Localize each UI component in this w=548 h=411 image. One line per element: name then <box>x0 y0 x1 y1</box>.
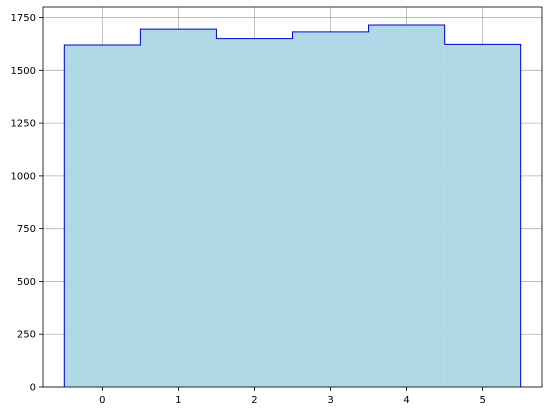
y-tick-label: 1750 <box>11 13 36 24</box>
histogram-step-outline <box>63 24 522 387</box>
histogram-bar-0 <box>64 45 141 387</box>
y-axis-ticks: 0 250 500 750 1000 1250 1500 1750 <box>11 13 43 394</box>
axes-frame <box>42 6 543 388</box>
histogram-bar-4 <box>368 24 445 387</box>
histogram-bar-2 <box>216 38 293 388</box>
x-tick-label: 0 <box>99 395 105 406</box>
histogram-bar-3 <box>292 31 369 388</box>
histogram-outline <box>63 24 522 387</box>
y-tick-label: 500 <box>17 277 36 288</box>
x-tick-label: 4 <box>403 395 409 406</box>
histogram-bar-5 <box>444 44 521 387</box>
histogram-bar-1 <box>140 29 217 388</box>
x-axis-ticks: 0 1 2 3 4 5 <box>99 387 486 406</box>
y-tick-label: 1500 <box>11 66 36 77</box>
x-tick-label: 5 <box>479 395 485 406</box>
x-tick-label: 2 <box>251 395 257 406</box>
y-tick-label: 250 <box>17 330 36 341</box>
y-tick-label: 1250 <box>11 119 36 130</box>
x-tick-label: 3 <box>327 395 333 406</box>
axes-border <box>42 6 543 388</box>
y-tick-label: 0 <box>30 383 36 394</box>
y-tick-label: 1000 <box>11 171 36 182</box>
y-tick-label: 750 <box>17 224 36 235</box>
x-tick-label: 1 <box>175 395 181 406</box>
histogram-bars <box>64 24 521 388</box>
